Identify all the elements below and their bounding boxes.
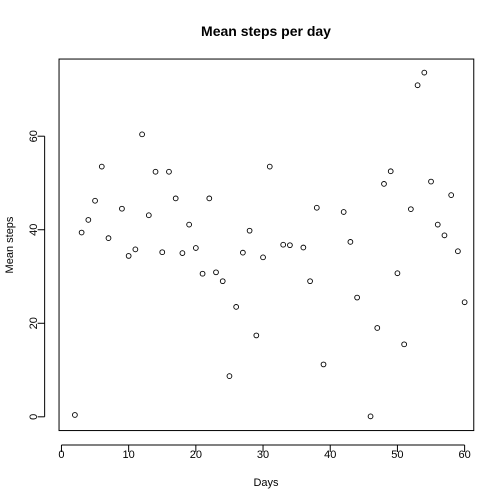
data-point [401, 341, 407, 348]
data-point [172, 195, 179, 202]
data-point [374, 325, 381, 331]
data-point [394, 270, 401, 277]
data-point [139, 131, 145, 138]
y-tick-label: 20 [28, 317, 40, 329]
x-tick-label: 60 [458, 449, 470, 461]
data-point [287, 242, 293, 249]
data-point [347, 239, 354, 245]
data-point [320, 361, 327, 368]
data-points [72, 69, 468, 420]
x-tick-label: 50 [391, 449, 403, 461]
data-point [98, 163, 105, 170]
data-point [119, 205, 125, 212]
y-axis: 0 20 40 60 [28, 130, 46, 420]
data-point [428, 178, 434, 185]
x-tick-label: 0 [58, 449, 64, 461]
data-point [246, 227, 253, 234]
y-tick-label: 40 [28, 224, 40, 236]
x-tick-label: 20 [190, 449, 202, 461]
data-point [461, 299, 468, 306]
x-axis: 0 10 20 30 40 50 60 [58, 444, 471, 461]
y-tick-label: 0 [28, 414, 40, 420]
data-point [233, 304, 240, 310]
chart-title: Mean steps per day [201, 23, 331, 39]
x-tick-label: 30 [257, 449, 269, 461]
data-point [105, 235, 112, 242]
data-point [159, 249, 166, 256]
x-tick-label: 10 [123, 449, 135, 461]
data-point [78, 229, 85, 236]
data-point [313, 204, 320, 211]
data-point [421, 69, 428, 76]
data-point [307, 278, 313, 285]
data-point [455, 248, 461, 255]
data-point [186, 221, 192, 228]
data-point [381, 181, 387, 187]
data-point [85, 217, 92, 223]
x-axis-label: Days [253, 477, 279, 489]
data-point [340, 209, 347, 215]
data-point [260, 254, 266, 261]
data-point [354, 294, 360, 301]
data-point [226, 373, 233, 379]
data-point [166, 168, 172, 175]
data-point [125, 253, 132, 259]
data-point [448, 192, 455, 198]
data-point [192, 245, 199, 251]
data-point [434, 221, 441, 228]
data-point [387, 168, 394, 175]
data-point [199, 270, 206, 277]
data-point [280, 241, 287, 248]
data-point [253, 332, 260, 339]
data-point [132, 246, 139, 253]
data-point [240, 249, 246, 256]
x-tick-label: 40 [324, 449, 336, 461]
data-point [408, 206, 414, 213]
y-axis-label: Mean steps [4, 216, 16, 273]
data-point [213, 269, 219, 276]
data-point [367, 413, 374, 420]
y-tick-label: 60 [28, 130, 40, 142]
plot-frame [58, 58, 475, 432]
data-point [92, 197, 98, 204]
data-point [179, 250, 186, 256]
data-point [300, 244, 307, 251]
data-point [441, 232, 448, 239]
data-point [414, 82, 421, 89]
data-point [266, 163, 273, 170]
data-point [219, 278, 226, 285]
data-point [152, 168, 159, 175]
data-point [206, 195, 213, 202]
data-point [72, 412, 78, 418]
data-point [145, 212, 152, 219]
